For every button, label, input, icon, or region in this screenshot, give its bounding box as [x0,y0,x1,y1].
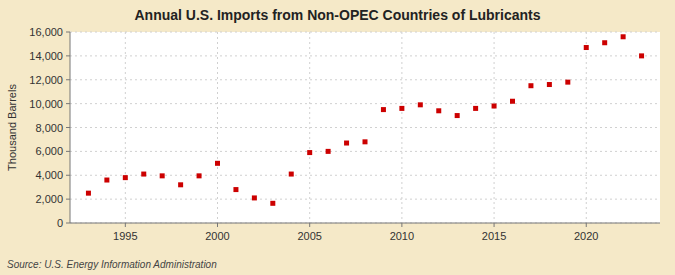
grid-line [70,223,660,224]
grid [70,32,660,223]
tick-label: 2010 [390,230,414,242]
tick-mark [217,223,218,227]
point [233,187,238,192]
point [455,113,460,118]
tick-mark [66,32,70,33]
axes: 0 2,000 4,000 6,000 8,000 10,000 12,000 14,000 1… [29,26,660,242]
tick-label: 12,000 [29,74,63,86]
tick-label: 0 [57,217,63,229]
point [215,161,220,166]
point [473,106,478,111]
title: Annual U.S. Imports from Non-OPEC Countr… [134,7,540,23]
grid-line [309,32,310,223]
y-axis-line [70,32,71,223]
point [621,34,626,39]
grid-line [70,79,660,80]
y-axis-label: Thousand Barrels [6,84,18,171]
tick-mark [494,223,495,227]
point [178,182,183,187]
point [528,83,533,88]
tick-mark [66,127,70,128]
grid-line [70,199,660,200]
tick-label: 2000 [205,230,229,242]
x-axis-line [70,223,660,224]
point [639,53,644,58]
point [344,141,349,146]
grid-line [401,32,402,223]
tick-label: 16,000 [29,26,63,38]
grid-line [70,151,660,152]
tick-mark [66,79,70,80]
point [141,172,146,177]
point [399,106,404,111]
tick-label: 4,000 [35,169,63,181]
tick-mark [66,55,70,56]
tick-mark [66,103,70,104]
point [381,107,386,112]
point [307,150,312,155]
tick-mark [586,223,587,227]
grid-line [125,32,126,223]
point [86,191,91,196]
plot-area [70,32,660,223]
grid-line [70,55,660,56]
grid-line [70,32,660,33]
point [363,139,368,144]
tick-label: 8,000 [35,122,63,134]
point [436,108,441,113]
tick-label: 10,000 [29,98,63,110]
point [510,99,515,104]
tick-label: 2005 [297,230,321,242]
point [547,82,552,87]
source-note: Source: U.S. Energy Information Administ… [7,259,217,270]
tick-mark [401,223,402,227]
point [197,173,202,178]
grid-line [70,127,660,128]
tick-label: 2020 [574,230,598,242]
point [252,195,257,200]
grid-line [586,32,587,223]
tick-mark [125,223,126,227]
point [160,173,165,178]
point [123,175,128,180]
tick-mark [66,175,70,176]
point [289,172,294,177]
grid-line [70,103,660,104]
tick-label: 6,000 [35,145,63,157]
point [104,178,109,183]
point [565,80,570,85]
point [492,104,497,109]
tick-mark [66,151,70,152]
grid-line [70,175,660,176]
tick-label: 2,000 [35,193,63,205]
tick-mark [66,223,70,224]
point [326,149,331,154]
point [418,102,423,107]
marks [86,34,644,206]
chart: 0 2,000 4,000 6,000 8,000 10,000 12,000 14,000 1… [0,0,675,275]
tick-label: 2015 [482,230,506,242]
tick-mark [309,223,310,227]
point [270,201,275,206]
grid-line [494,32,495,223]
tick-label: 14,000 [29,50,63,62]
tick-mark [66,199,70,200]
point [602,40,607,45]
tick-label: 1995 [113,230,137,242]
point [584,45,589,50]
grid-line [217,32,218,223]
